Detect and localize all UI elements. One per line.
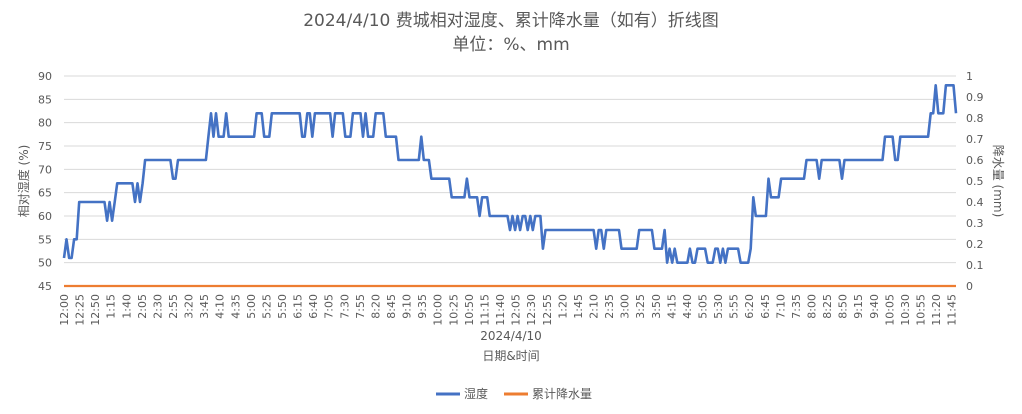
x-tick-label: 6:20 bbox=[743, 294, 756, 319]
x-tick-label: 12:50 bbox=[89, 294, 102, 326]
left-tick-label: 85 bbox=[38, 93, 52, 106]
right-axis-label: 降水量 (mm) bbox=[991, 145, 1005, 218]
x-tick-label: 2:05 bbox=[136, 294, 149, 319]
x-tick-label: 10:25 bbox=[447, 294, 460, 326]
x-tick-label: 7:10 bbox=[774, 294, 787, 319]
x-tick-label: 1:20 bbox=[556, 294, 569, 319]
x-tick-label: 4:40 bbox=[681, 294, 694, 319]
x-tick-label: 8:45 bbox=[385, 294, 398, 319]
left-tick-label: 50 bbox=[38, 257, 52, 270]
x-tick-label: 12:55 bbox=[541, 294, 554, 326]
x-tick-label: 3:25 bbox=[634, 294, 647, 319]
humidity-series-line bbox=[62, 84, 958, 264]
x-tick-label: 6:15 bbox=[292, 294, 305, 319]
x-tick-label: 11:45 bbox=[946, 294, 959, 326]
x-tick-label: 7:05 bbox=[323, 294, 336, 319]
x-tick-label: 12:30 bbox=[525, 294, 538, 326]
x-tick-label: 5:55 bbox=[728, 294, 741, 319]
x-tick-label: 12:05 bbox=[510, 294, 523, 326]
right-tick-label: 0.4 bbox=[966, 196, 984, 209]
x-tick-label: 4:10 bbox=[214, 294, 227, 319]
left-tick-label: 75 bbox=[38, 140, 52, 153]
x-tick-label: 11:40 bbox=[494, 294, 507, 326]
right-tick-label: 0.2 bbox=[966, 238, 984, 251]
x-tick-label: 8:20 bbox=[369, 294, 382, 319]
right-tick-label: 0 bbox=[966, 280, 973, 293]
x-tick-label: 10:55 bbox=[914, 294, 927, 326]
x-tick-label: 2:35 bbox=[603, 294, 616, 319]
x-tick-label: 5:05 bbox=[696, 294, 709, 319]
left-axis-ticks: 45 50 55 60 65 70 75 80 85 90 bbox=[38, 70, 52, 293]
chart-subtitle: 单位：%、mm bbox=[452, 35, 569, 55]
x-tick-label: 2:55 bbox=[167, 294, 180, 319]
x-tick-label: 9:35 bbox=[416, 294, 429, 319]
x-tick-label: 5:25 bbox=[260, 294, 273, 319]
x-tick-label: 3:00 bbox=[619, 294, 632, 319]
x-tick-label: 5:30 bbox=[712, 294, 725, 319]
x-tick-label: 7:55 bbox=[354, 294, 367, 319]
x-tick-label: 12:25 bbox=[74, 294, 87, 326]
right-tick-label: 0.3 bbox=[966, 217, 984, 230]
right-tick-label: 1 bbox=[966, 70, 973, 83]
left-tick-label: 70 bbox=[38, 163, 52, 176]
x-tick-label: 6:45 bbox=[759, 294, 772, 319]
x-tick-label: 2:10 bbox=[587, 294, 600, 319]
x-tick-label: 1:45 bbox=[572, 294, 585, 319]
left-axis-label: 相对湿度 (%) bbox=[16, 145, 31, 218]
legend-label-precipitation: 累计降水量 bbox=[532, 387, 592, 401]
x-tick-label: 10:00 bbox=[432, 294, 445, 326]
legend-label-humidity: 湿度 bbox=[464, 386, 488, 401]
x-tick-label: 2:30 bbox=[151, 294, 164, 319]
x-tick-label: 12:00 bbox=[58, 294, 71, 326]
x-tick-label: 10:05 bbox=[883, 294, 896, 326]
right-tick-label: 0.6 bbox=[966, 154, 984, 167]
x-axis-ticks: 12:00 12:25 12:50 1:15 1:40 2:05 2:30 2:55 3:20 3… bbox=[58, 294, 959, 326]
left-tick-label: 65 bbox=[38, 187, 52, 200]
x-tick-label: 3:45 bbox=[198, 294, 211, 319]
x-axis-label: 日期&时间 bbox=[482, 349, 539, 363]
x-tick-label: 4:35 bbox=[229, 294, 242, 319]
x-tick-label: 9:15 bbox=[852, 294, 865, 319]
left-tick-label: 90 bbox=[38, 70, 52, 83]
x-tick-label: 1:40 bbox=[120, 294, 133, 319]
x-tick-label: 5:50 bbox=[276, 294, 289, 319]
x-tick-label: 1:15 bbox=[105, 294, 118, 319]
right-tick-label: 0.5 bbox=[966, 175, 984, 188]
x-tick-label: 9:40 bbox=[868, 294, 881, 319]
x-tick-label: 11:20 bbox=[930, 294, 943, 326]
x-tick-label: 8:25 bbox=[821, 294, 834, 319]
x-tick-label: 10:50 bbox=[463, 294, 476, 326]
x-tick-label: 8:00 bbox=[805, 294, 818, 319]
x-tick-label: 6:40 bbox=[307, 294, 320, 319]
left-tick-label: 45 bbox=[38, 280, 52, 293]
gridlines bbox=[64, 75, 956, 287]
left-tick-label: 80 bbox=[38, 117, 52, 130]
x-tick-label: 3:20 bbox=[183, 294, 196, 319]
x-tick-label: 4:15 bbox=[665, 294, 678, 319]
left-tick-label: 60 bbox=[38, 210, 52, 223]
x-tick-label: 5:00 bbox=[245, 294, 258, 319]
x-tick-label: 11:15 bbox=[478, 294, 491, 326]
x-tick-label: 7:30 bbox=[338, 294, 351, 319]
x-tick-label: 3:50 bbox=[650, 294, 663, 319]
right-tick-label: 0.1 bbox=[966, 259, 984, 272]
x-tick-label: 8:50 bbox=[837, 294, 850, 319]
right-tick-label: 0.9 bbox=[966, 91, 984, 104]
right-axis-ticks: 0 0.1 0.2 0.3 0.4 0.5 0.6 0.7 0.8 0.9 1 bbox=[966, 70, 984, 293]
right-tick-label: 0.8 bbox=[966, 112, 984, 125]
left-tick-label: 55 bbox=[38, 233, 52, 246]
chart-title: 2024/4/10 费城相对湿度、累计降水量（如有）折线图 bbox=[303, 11, 719, 31]
x-tick-label: 7:35 bbox=[790, 294, 803, 319]
legend: 湿度 累计降水量 bbox=[436, 386, 592, 401]
right-tick-label: 0.7 bbox=[966, 133, 984, 146]
x-axis-date-label: 2024/4/10 bbox=[480, 329, 542, 343]
x-tick-label: 10:30 bbox=[899, 294, 912, 326]
x-tick-label: 9:10 bbox=[401, 294, 414, 319]
